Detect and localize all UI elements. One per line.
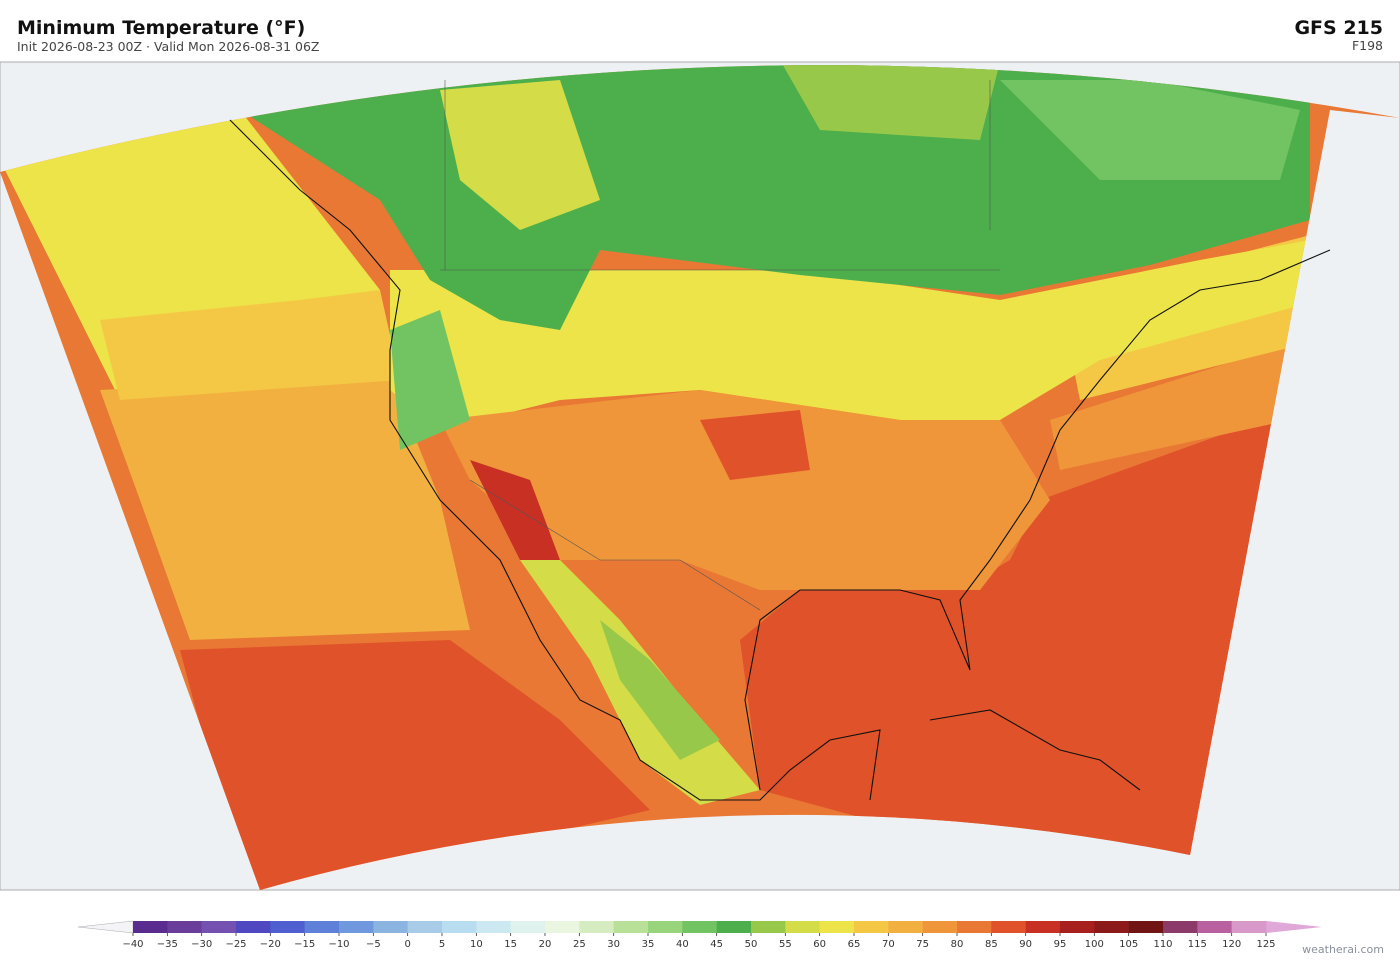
colorbar-tick-label: −5 [366, 939, 381, 950]
colorbar-bin [236, 921, 271, 933]
colorbar-bin [167, 921, 202, 933]
colorbar-tick-label: 70 [882, 939, 895, 950]
colorbar-tick-label: 40 [676, 939, 689, 950]
colorbar-bin [579, 921, 614, 933]
colorbar-bin [545, 921, 580, 933]
colorbar-tick-label: 90 [1019, 939, 1032, 950]
colorbar-tick-label: −40 [122, 939, 143, 950]
colorbar-bin [270, 921, 305, 933]
colorbar-over [1266, 921, 1322, 933]
colorbar-bin [442, 921, 477, 933]
colorbar-bin [991, 921, 1026, 933]
colorbar-bin [854, 921, 889, 933]
colorbar-bin [304, 921, 340, 933]
colorbar-bin [1128, 921, 1164, 933]
colorbar-tick-label: −25 [225, 939, 246, 950]
colorbar-tick-label: 25 [573, 939, 586, 950]
colorbar-bin [682, 921, 717, 933]
coastlines [229, 80, 1331, 801]
colorbar-bin [339, 921, 374, 933]
colorbar-bin [751, 921, 786, 933]
colorbar-bin [922, 921, 958, 933]
map [0, 61, 1400, 891]
colorbar-tick-label: 110 [1153, 939, 1172, 950]
colorbar-bin [1231, 921, 1267, 933]
colorbar-bin [1163, 921, 1198, 933]
colorbar-bin [716, 921, 752, 933]
colorbar-tick-label: 45 [710, 939, 723, 950]
colorbar-tick-label: −35 [157, 939, 178, 950]
colorbar-tick-label: 100 [1085, 939, 1104, 950]
colorbar-bin [1197, 921, 1232, 933]
title: Minimum Temperature (°F) [17, 17, 305, 39]
colorbar-tick-label: 95 [1054, 939, 1067, 950]
colorbar-tick-label: −30 [191, 939, 212, 950]
colorbar-bin [648, 921, 683, 933]
colorbar-tick-label: 55 [779, 939, 792, 950]
colorbar-tick-label: 15 [504, 939, 517, 950]
credit: weatherai.com [1302, 943, 1384, 956]
colorbar-tick-label: 75 [916, 939, 929, 950]
colorbar-bin [613, 921, 649, 933]
colorbar-bin [407, 921, 443, 933]
colorbar-tick-label: 85 [985, 939, 998, 950]
colorbar-under [77, 920, 134, 934]
subtitle: Init 2026-08-23 00Z · Valid Mon 2026-08-… [17, 39, 319, 54]
colorbar-tick-label: −20 [260, 939, 281, 950]
colorbar-tick-label: 125 [1256, 939, 1275, 950]
colorbar-tick-label: 115 [1188, 939, 1207, 950]
colorbar-tick-label: 10 [470, 939, 483, 950]
colorbar-tick-label: 80 [951, 939, 964, 950]
colorbar-tick-label: −15 [294, 939, 315, 950]
colorbar-tick-label: 30 [607, 939, 620, 950]
colorbar-bin [476, 921, 511, 933]
colorbar-tick-label: 105 [1119, 939, 1138, 950]
colorbar-bin [373, 921, 408, 933]
colorbar-tick-label: 35 [642, 939, 655, 950]
colorbar-tick-label: 65 [848, 939, 861, 950]
colorbar-bin [1094, 921, 1129, 933]
colorbar-bin [888, 921, 923, 933]
colorbar-bin [957, 921, 992, 933]
temperature-field [0, 65, 1400, 891]
colorbar: −40 −35 −30 −25 −20 −15 −10 −5 0 5 10 15 20 25 30 35 40 4… [77, 920, 1322, 950]
colorbar-bin [819, 921, 855, 933]
colorbar-bin [1060, 921, 1095, 933]
colorbar-tick-label: 50 [745, 939, 758, 950]
model: GFS 215 [1294, 17, 1383, 39]
forecast-hour: F198 [1352, 38, 1383, 53]
colorbar-bin [133, 921, 168, 933]
colorbar-tick-label: 60 [813, 939, 826, 950]
colorbar-tick-label: −10 [328, 939, 349, 950]
colorbar-bin [201, 921, 237, 933]
colorbar-bin [1025, 921, 1061, 933]
colorbar-tick-label: 120 [1222, 939, 1241, 950]
colorbar-bin [510, 921, 546, 933]
colorbar-bin [785, 921, 820, 933]
colorbar-tick-label: 20 [539, 939, 552, 950]
colorbar-tick-label: 5 [439, 939, 445, 950]
colorbar-tick-label: 0 [404, 939, 410, 950]
